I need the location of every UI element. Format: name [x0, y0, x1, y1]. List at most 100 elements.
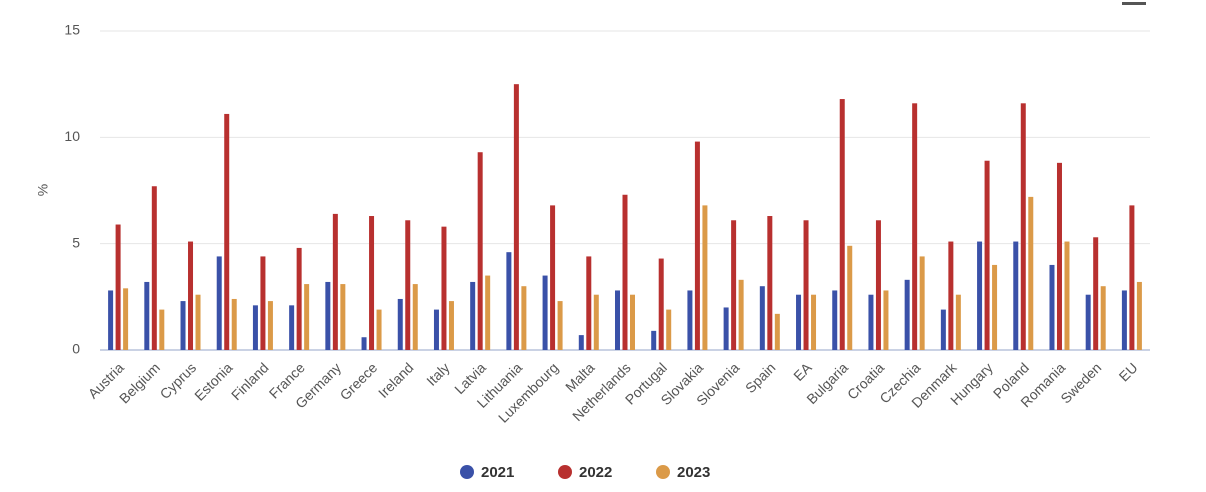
bar: [651, 330, 657, 350]
bar: [1100, 286, 1106, 350]
bar: [1064, 241, 1070, 350]
bar: [1129, 205, 1135, 350]
bar: [448, 301, 454, 350]
bar: [955, 294, 961, 350]
bar: [304, 284, 310, 350]
bar: [369, 216, 375, 350]
bar: [883, 290, 889, 350]
bar: [231, 298, 237, 350]
bar: [731, 220, 737, 350]
legend-label: 2021: [481, 464, 514, 481]
bar: [397, 298, 403, 350]
bar: [1121, 290, 1127, 350]
bar: [332, 213, 338, 350]
bar: [940, 309, 946, 350]
bar: [694, 141, 700, 350]
bar: [666, 309, 672, 350]
bar: [506, 252, 512, 350]
bar: [260, 256, 266, 350]
x-tick-label: Belgium: [116, 359, 163, 406]
bar: [919, 256, 925, 350]
x-tick-label: EU: [1116, 359, 1141, 384]
bar: [767, 216, 773, 350]
bar: [1085, 294, 1091, 350]
y-tick-label: 5: [72, 234, 80, 250]
bar: [340, 284, 346, 350]
x-tick-label: Estonia: [191, 359, 235, 403]
bar: [477, 152, 483, 350]
bar: [759, 286, 765, 350]
bar: [195, 294, 201, 350]
bar: [1028, 196, 1034, 350]
bar: [144, 281, 150, 350]
bar: [723, 307, 729, 350]
bar: [615, 290, 620, 350]
legend-marker: [656, 465, 670, 479]
x-tick-label: Sweden: [1057, 359, 1104, 406]
bar: [433, 309, 439, 350]
bar: [702, 205, 708, 350]
bar: [803, 220, 809, 350]
bar: [412, 284, 418, 350]
bar: [1049, 264, 1055, 350]
bar: [977, 241, 983, 350]
bar: [796, 294, 802, 350]
legend-label: 2022: [579, 464, 612, 481]
x-tick-label: Ireland: [375, 359, 417, 401]
bar: [948, 241, 954, 350]
bar: [180, 301, 186, 350]
bar: [557, 301, 563, 350]
x-tick-label: Cyprus: [157, 359, 200, 402]
bar: [216, 256, 222, 350]
bar: [839, 99, 845, 350]
bar: [586, 256, 592, 350]
bar: [687, 290, 693, 350]
bar: [521, 286, 527, 350]
legend-marker: [558, 465, 572, 479]
x-tick-label: EA: [790, 359, 815, 384]
x-tick-label: Bulgaria: [803, 359, 851, 407]
bar: [658, 258, 664, 350]
bar: [470, 281, 476, 350]
bar: [1093, 237, 1099, 350]
x-tick-label: Finland: [228, 359, 272, 403]
x-tick-label: Italy: [423, 359, 452, 388]
bar: [578, 335, 584, 350]
bar: [151, 186, 157, 350]
bar: [123, 288, 129, 350]
bar: [1136, 281, 1142, 350]
bar: [188, 241, 194, 350]
legend-marker: [460, 465, 474, 479]
bar: [115, 224, 121, 350]
bar: [405, 220, 411, 350]
bar: [325, 281, 331, 350]
bar: [912, 103, 918, 350]
bar: [441, 226, 447, 350]
x-tick-label: Greece: [337, 359, 381, 403]
bar: [992, 264, 998, 350]
bar: [159, 309, 165, 350]
legend-label: 2023: [677, 464, 710, 481]
bar: [984, 160, 990, 350]
menu-icon[interactable]: [1122, 2, 1146, 5]
bar: [875, 220, 881, 350]
bar: [832, 290, 838, 350]
bar: [108, 290, 114, 350]
y-tick-label: 10: [64, 128, 80, 144]
bar: [252, 305, 258, 350]
bar: [361, 337, 367, 350]
bar: [811, 294, 817, 350]
bar: [267, 301, 273, 350]
bar: [1056, 162, 1062, 350]
bar: [738, 279, 744, 350]
bar: [485, 275, 491, 350]
bar: [296, 247, 302, 350]
bar: [289, 305, 295, 350]
bar: [376, 309, 382, 350]
bar: [622, 194, 628, 350]
y-axis-title: %: [35, 184, 51, 196]
menu-bar: [1122, 2, 1146, 5]
bar: [593, 294, 599, 350]
y-tick-label: 15: [64, 22, 80, 38]
